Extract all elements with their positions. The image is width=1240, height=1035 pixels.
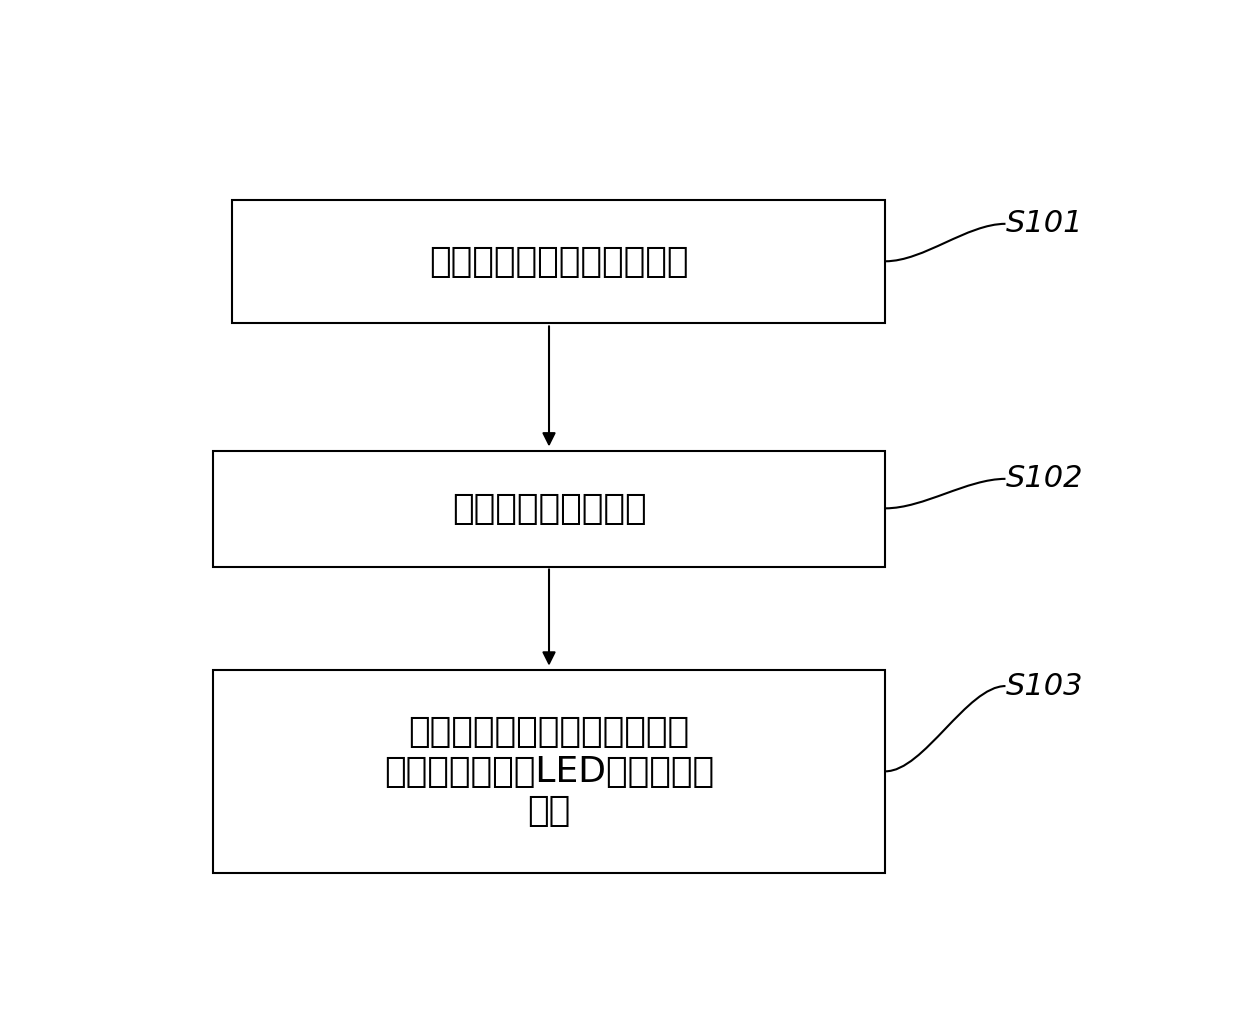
Text: 接收用户的语音指令: 接收用户的语音指令 [451, 492, 646, 526]
Text: 根据用户的语音指令和语音情
绪映射信息生成LED灯控制指令
输出: 根据用户的语音指令和语音情 绪映射信息生成LED灯控制指令 输出 [384, 715, 714, 828]
Text: 配置语音情绪映射信息存储: 配置语音情绪映射信息存储 [429, 244, 688, 278]
Bar [213, 451, 885, 566]
Text: S101: S101 [1006, 209, 1083, 238]
Text: S103: S103 [1006, 672, 1083, 701]
Bar [232, 200, 885, 323]
Text: S102: S102 [1006, 465, 1083, 494]
Bar [213, 670, 885, 874]
